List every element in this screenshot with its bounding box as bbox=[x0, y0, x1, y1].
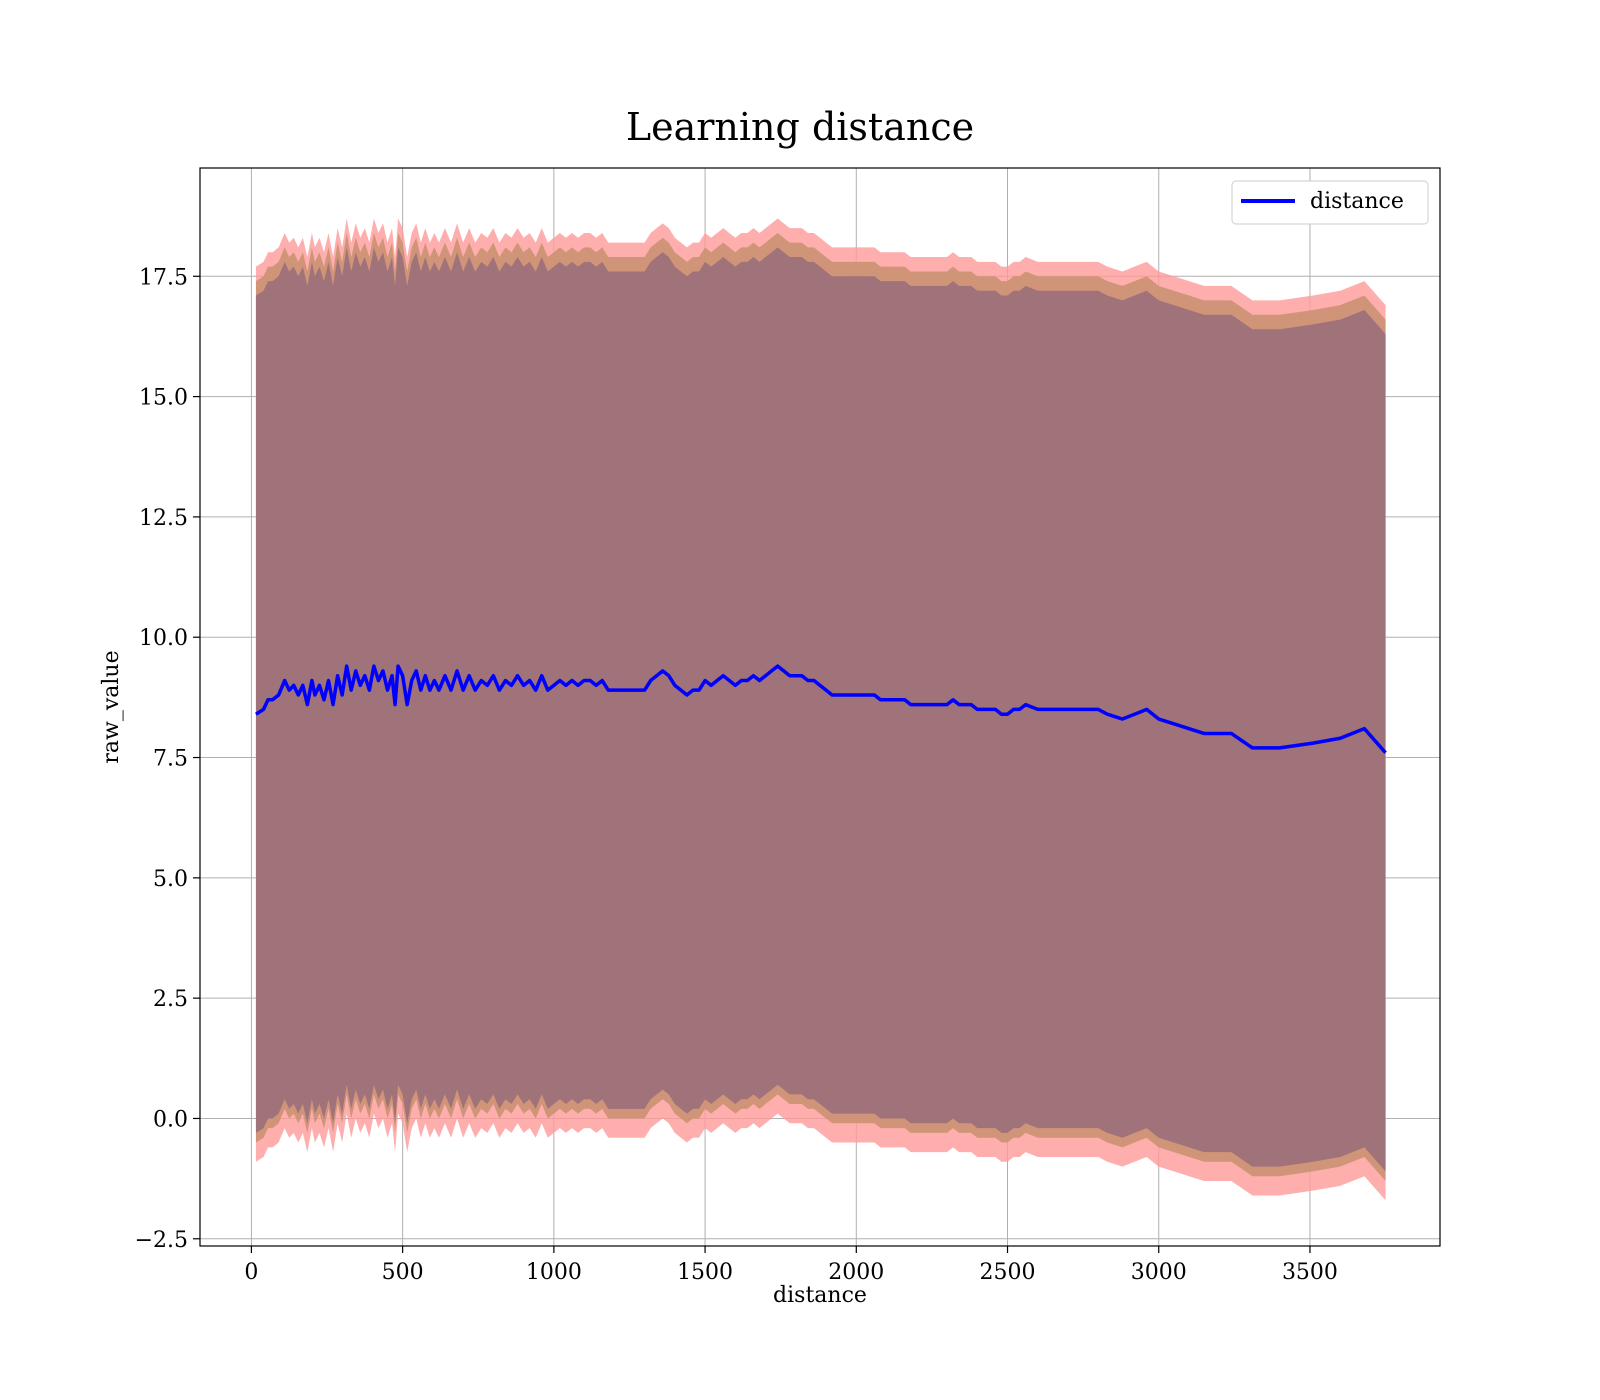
chart-title: Learning distance bbox=[626, 105, 974, 149]
y-tick-label: 17.5 bbox=[139, 265, 188, 290]
plot-frame bbox=[199, 167, 1441, 1247]
y-tick-label: −2.5 bbox=[135, 1228, 188, 1253]
y-tick-label: 0.0 bbox=[153, 1107, 188, 1132]
y-tick-label: 2.5 bbox=[153, 987, 188, 1012]
std-bands bbox=[255, 218, 1386, 1201]
legend: distance bbox=[1231, 180, 1429, 225]
x-tick-label: 500 bbox=[382, 1260, 424, 1285]
legend-box bbox=[1231, 180, 1429, 225]
x-tick-label: 0 bbox=[244, 1260, 258, 1285]
x-tick-label: 2500 bbox=[980, 1260, 1036, 1285]
series-line-distance bbox=[255, 664, 1387, 754]
y-axis-label: raw_value bbox=[99, 650, 124, 763]
axis-ticks: 0 500 1000 1500 2000 2500 3000 3500 −2.5 0.0 2.5 5.… bbox=[135, 265, 1338, 1285]
y-tick-label: 10.0 bbox=[139, 626, 188, 651]
x-tick-label: 3000 bbox=[1131, 1260, 1187, 1285]
x-tick-label: 1000 bbox=[526, 1260, 582, 1285]
y-tick-label: 12.5 bbox=[139, 506, 188, 531]
x-tick-label: 1500 bbox=[677, 1260, 733, 1285]
x-tick-label: 2000 bbox=[828, 1260, 884, 1285]
y-tick-label: 7.5 bbox=[153, 747, 188, 772]
y-tick-label: 15.0 bbox=[139, 386, 188, 411]
y-tick-label: 5.0 bbox=[153, 867, 188, 892]
band-inner bbox=[255, 247, 1386, 1172]
x-axis-label: distance bbox=[773, 1283, 867, 1308]
x-tick-label: 3500 bbox=[1282, 1260, 1338, 1285]
series-lines bbox=[255, 664, 1387, 754]
legend-label-distance: distance bbox=[1310, 189, 1404, 214]
